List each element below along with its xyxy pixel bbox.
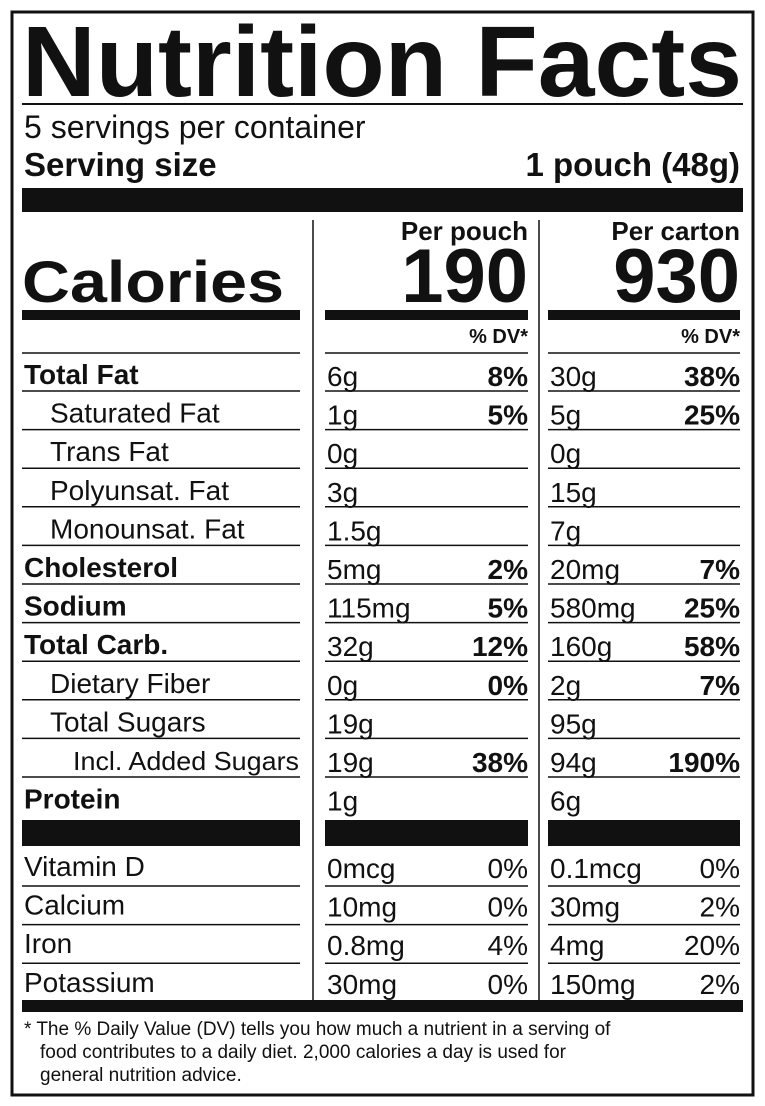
daily-value: 58% [684, 631, 740, 662]
amount: 20mg [550, 554, 620, 585]
amount: 19g [327, 747, 374, 778]
daily-value: 2% [700, 892, 740, 923]
amount: 15g [550, 477, 597, 508]
amount: 115mg [327, 593, 411, 624]
daily-value: 25% [684, 400, 740, 431]
nutrient-label: Polyunsat. Fat [50, 475, 229, 506]
column-header: Per pouch [401, 216, 528, 246]
calories-value: 930 [613, 234, 740, 319]
daily-value: 0% [488, 892, 528, 923]
amount: 6g [327, 361, 358, 392]
daily-value: 4% [488, 930, 528, 961]
serving-size-label: Serving size [24, 146, 217, 183]
amount: 160g [550, 631, 612, 662]
thick-bar [22, 1000, 743, 1012]
nutrient-label: Cholesterol [24, 552, 178, 583]
daily-value: 5% [488, 593, 529, 624]
nutrient-label: Total Carb. [24, 629, 168, 660]
calories-value: 190 [401, 234, 528, 319]
amount: 1g [327, 400, 358, 431]
footnote: general nutrition advice. [40, 1065, 242, 1086]
footnote: food contributes to a daily diet. 2,000 … [40, 1042, 567, 1063]
daily-value: 2% [488, 554, 529, 585]
vitamin-label: Vitamin D [24, 851, 145, 882]
serving-size-value: 1 pouch (48g) [525, 146, 740, 183]
amount: 2g [550, 670, 581, 701]
amount: 6g [550, 786, 581, 817]
amount: 0g [550, 438, 581, 469]
amount: 10mg [327, 892, 397, 923]
amount: 30g [550, 361, 597, 392]
daily-value: 7% [700, 670, 741, 701]
daily-value: 5% [488, 400, 529, 431]
daily-value: 8% [488, 361, 529, 392]
title: Nutrition Facts [22, 6, 742, 118]
amount: 95g [550, 708, 597, 739]
amount: 0.8mg [327, 930, 405, 961]
amount: 0mcg [327, 853, 395, 884]
amount: 30mg [550, 892, 620, 923]
calories-bar [548, 310, 740, 320]
nutrient-label: Trans Fat [50, 436, 169, 467]
amount: 7g [550, 515, 581, 546]
daily-value: 0% [700, 853, 740, 884]
nutrient-label: Saturated Fat [50, 398, 220, 429]
servings: 5 servings per container [24, 109, 366, 145]
dv-header: % DV* [681, 326, 740, 348]
daily-value: 0% [488, 670, 529, 701]
amount: 19g [327, 708, 374, 739]
amount: 1.5g [327, 515, 382, 546]
label-border [10, 10, 755, 1097]
daily-value: 20% [684, 930, 740, 961]
daily-value: 38% [684, 361, 740, 392]
calories-label: Calories [22, 250, 284, 315]
amount: 0g [327, 438, 358, 469]
amount: 3g [327, 477, 358, 508]
dv-header: % DV* [469, 326, 528, 348]
vitamin-label: Potassium [24, 967, 155, 998]
daily-value: 0% [488, 853, 528, 884]
nutrient-label: Dietary Fiber [50, 668, 210, 699]
vitamin-label: Calcium [24, 890, 125, 921]
daily-value: 12% [472, 631, 528, 662]
nutrient-label: Protein [24, 784, 120, 815]
nutrient-label: Total Sugars [50, 706, 206, 737]
amount: 94g [550, 747, 597, 778]
amount: 0.1mcg [550, 853, 642, 884]
amount: 0g [327, 670, 358, 701]
daily-value: 7% [700, 554, 741, 585]
footnote: * The % Daily Value (DV) tells you how m… [24, 1019, 611, 1040]
nutrient-label: Total Fat [24, 359, 139, 390]
amount: 32g [327, 631, 374, 662]
calories-bar [22, 310, 300, 320]
daily-value: 190% [668, 747, 740, 778]
amount: 1g [327, 786, 358, 817]
amount: 5mg [327, 554, 381, 585]
section-bar [22, 820, 300, 846]
vitamin-label: Iron [24, 928, 72, 959]
thick-bar [22, 188, 743, 212]
daily-value: 25% [684, 593, 740, 624]
amount: 580mg [550, 593, 636, 624]
nutrient-label: Sodium [24, 591, 127, 622]
daily-value: 2% [700, 969, 740, 1000]
section-bar [548, 820, 740, 846]
amount: 150mg [550, 969, 636, 1000]
daily-value: 38% [472, 747, 528, 778]
column-header: Per carton [611, 216, 740, 246]
amount: 4mg [550, 930, 604, 961]
nutrient-label: Monounsat. Fat [50, 513, 245, 544]
nutrient-label: Incl. Added Sugars [73, 746, 299, 776]
amount: 5g [550, 400, 581, 431]
calories-bar [325, 310, 528, 320]
daily-value: 0% [488, 969, 528, 1000]
section-bar [325, 820, 528, 846]
amount: 30mg [327, 969, 397, 1000]
